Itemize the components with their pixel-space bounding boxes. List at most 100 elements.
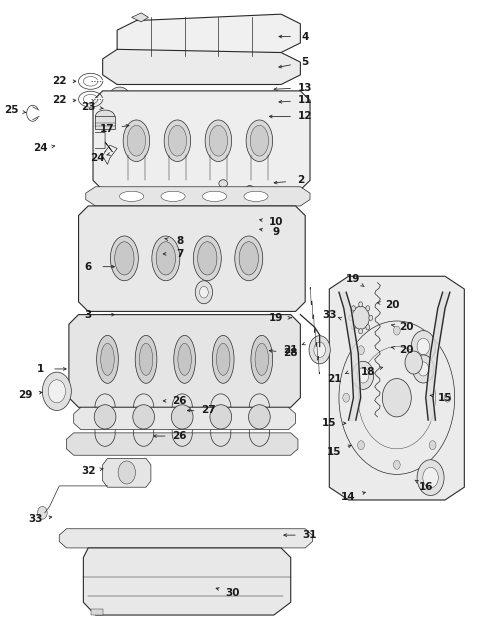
Ellipse shape [231,97,248,113]
Polygon shape [69,315,300,407]
Ellipse shape [197,242,216,275]
Polygon shape [74,407,295,429]
Text: 8: 8 [176,236,183,246]
Circle shape [357,346,363,355]
Circle shape [428,440,435,449]
Text: 19: 19 [269,313,283,323]
Ellipse shape [210,97,227,113]
Polygon shape [86,187,309,206]
Ellipse shape [245,120,272,162]
Ellipse shape [161,191,185,202]
Text: 1: 1 [36,364,44,374]
Text: 15: 15 [326,447,341,457]
Ellipse shape [145,97,161,113]
Ellipse shape [166,97,183,113]
Circle shape [358,302,362,307]
Ellipse shape [239,242,258,275]
Text: 7: 7 [176,249,183,259]
Circle shape [352,361,373,390]
Text: 23: 23 [81,102,95,112]
Ellipse shape [218,180,227,187]
Ellipse shape [255,343,268,376]
Circle shape [351,325,355,330]
Ellipse shape [253,97,270,113]
Polygon shape [78,206,304,311]
Polygon shape [117,14,300,59]
Polygon shape [103,458,151,487]
Ellipse shape [274,97,291,113]
Ellipse shape [101,343,114,376]
Ellipse shape [123,97,140,113]
Circle shape [417,362,428,376]
Text: 17: 17 [100,125,115,134]
Circle shape [357,440,363,449]
Text: 24: 24 [91,153,105,163]
Polygon shape [329,276,463,500]
Ellipse shape [188,97,205,113]
Ellipse shape [202,191,226,202]
Circle shape [199,286,208,298]
Text: 25: 25 [4,105,18,115]
Ellipse shape [178,343,191,376]
Circle shape [42,372,71,410]
Ellipse shape [123,120,150,162]
Text: 20: 20 [384,300,398,310]
Text: 3: 3 [84,309,91,320]
Text: 22: 22 [52,96,66,105]
Text: 18: 18 [360,367,374,377]
Ellipse shape [250,125,268,156]
Circle shape [365,325,369,330]
Text: 26: 26 [172,396,187,406]
Text: 24: 24 [32,143,47,153]
Ellipse shape [205,120,231,162]
Ellipse shape [210,404,231,429]
Ellipse shape [173,335,195,383]
Circle shape [37,507,47,519]
Text: 28: 28 [283,348,297,358]
Text: 14: 14 [341,492,355,502]
Circle shape [368,315,372,320]
Text: 4: 4 [301,31,308,42]
Ellipse shape [164,120,190,162]
Ellipse shape [139,343,152,376]
Circle shape [308,336,330,364]
Circle shape [313,342,325,358]
Text: 21: 21 [326,374,341,383]
Circle shape [416,338,429,355]
Circle shape [393,326,399,335]
Ellipse shape [94,404,116,429]
Circle shape [106,87,133,123]
Text: 12: 12 [297,112,312,121]
Ellipse shape [119,191,143,202]
Text: 32: 32 [81,466,95,476]
Text: 29: 29 [18,390,32,399]
Polygon shape [59,529,312,548]
Circle shape [443,394,450,402]
Circle shape [240,191,249,202]
Ellipse shape [96,335,118,383]
Text: 10: 10 [269,217,283,227]
Text: 5: 5 [301,57,308,67]
Text: 15: 15 [437,393,452,403]
Ellipse shape [168,125,186,156]
Ellipse shape [127,125,145,156]
Text: 31: 31 [302,530,317,540]
Text: 15: 15 [321,419,336,428]
Bar [95,116,115,129]
Ellipse shape [250,335,272,383]
Text: 33: 33 [28,514,42,524]
Ellipse shape [156,242,175,275]
Text: 22: 22 [52,76,66,86]
Circle shape [348,315,352,320]
Circle shape [358,329,362,334]
Text: 20: 20 [398,322,413,333]
Circle shape [48,380,65,403]
Circle shape [243,186,255,201]
Ellipse shape [95,110,115,123]
Text: 33: 33 [321,309,336,320]
Text: 16: 16 [418,482,432,492]
Circle shape [351,306,368,329]
Polygon shape [103,49,300,85]
Ellipse shape [234,236,262,281]
Text: 26: 26 [172,431,187,441]
